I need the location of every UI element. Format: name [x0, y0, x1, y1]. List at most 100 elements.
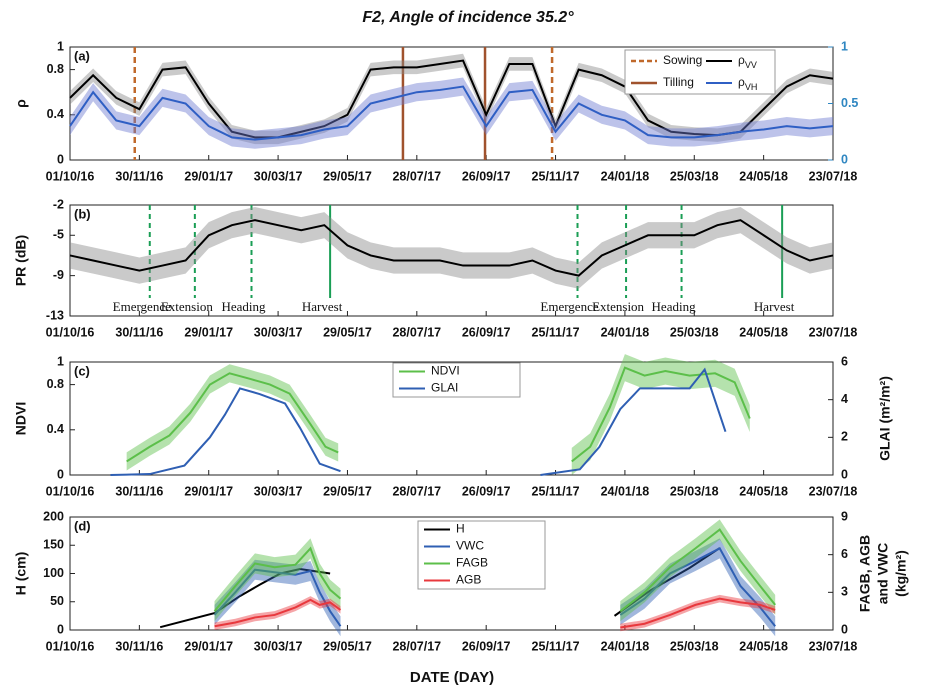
x-tick-label: 24/01/18: [601, 484, 650, 498]
y-tick-label: -2: [53, 197, 64, 211]
error-band: [214, 538, 341, 622]
phase-label: Emergence: [113, 299, 171, 314]
x-tick-label: 23/07/18: [809, 639, 858, 653]
y2-tick-label: 2: [841, 430, 848, 444]
x-tick-label: 30/03/17: [254, 639, 303, 653]
y-tick-label: 1: [57, 39, 64, 53]
legend-label: H: [456, 522, 465, 536]
x-tick-label: 01/10/16: [46, 484, 95, 498]
legend-box: [624, 49, 776, 95]
y2-axis-label: GLAI (m²/m²): [877, 376, 893, 461]
x-tick-label: 30/11/16: [115, 484, 163, 498]
y-tick-label: 200: [43, 509, 64, 523]
x-tick-label: 30/03/17: [254, 325, 303, 339]
series-line: [69, 219, 834, 277]
error-band: [620, 594, 776, 632]
y-tick-label: 0.4: [47, 422, 64, 436]
error-band: [620, 519, 776, 622]
y2-axis-label: FAGB, AGB: [857, 535, 873, 612]
y2-tick-label: 6: [841, 354, 848, 368]
x-tick-label: 29/01/17: [184, 325, 233, 339]
x-tick-label: 29/05/17: [323, 484, 372, 498]
x-tick-label: 28/07/17: [392, 325, 441, 339]
x-tick-label: 30/11/16: [115, 169, 163, 183]
x-tick-label: 29/05/17: [323, 169, 372, 183]
phase-label: Emergence: [540, 299, 598, 314]
y2-tick-label: 9: [841, 509, 848, 523]
y-tick-label: 100: [43, 566, 64, 580]
x-tick-label: 30/03/17: [254, 484, 303, 498]
legend-box: [417, 520, 546, 590]
y-tick-label: -13: [46, 308, 64, 322]
legend-box: [392, 362, 521, 398]
x-tick-label: 01/10/16: [46, 325, 95, 339]
series-line: [69, 85, 834, 141]
y-tick-label: 0: [57, 152, 64, 166]
x-tick-label: 25/11/17: [532, 169, 580, 183]
error-band: [571, 354, 750, 475]
y-tick-label: 0.8: [47, 377, 64, 391]
y-axis-label: ρ: [13, 99, 29, 108]
legend-label: FAGB: [456, 556, 488, 570]
x-tick-label: 25/03/18: [670, 639, 719, 653]
phase-label: Extension: [161, 299, 213, 314]
x-tick-label: 29/05/17: [323, 639, 372, 653]
x-tick-label: 24/01/18: [601, 639, 650, 653]
legend-label: ρVH: [738, 75, 757, 92]
x-tick-label: 23/07/18: [809, 325, 858, 339]
series-line: [126, 366, 751, 463]
y-tick-label: 0: [57, 467, 64, 481]
y-axis-label: H (cm): [13, 552, 29, 596]
legend-label: GLAI: [431, 381, 458, 395]
x-tick-label: 25/11/17: [532, 325, 580, 339]
error-band: [70, 207, 833, 289]
y2-tick-label: 0: [841, 152, 848, 166]
x-tick-label: 26/09/17: [462, 325, 511, 339]
y-tick-label: -9: [53, 268, 64, 282]
y-tick-label: 50: [50, 594, 64, 608]
x-tick-label: 30/03/17: [254, 169, 303, 183]
x-tick-label: 01/10/16: [46, 169, 95, 183]
x-tick-label: 25/11/17: [532, 484, 580, 498]
x-tick-label: 24/01/18: [601, 325, 650, 339]
x-tick-label: 29/01/17: [184, 169, 233, 183]
x-tick-label: 25/03/18: [670, 325, 719, 339]
plot-frame: [69, 204, 834, 317]
x-tick-label: 28/07/17: [392, 484, 441, 498]
panel-label: (b): [74, 206, 91, 221]
x-tick-label: 26/09/17: [462, 169, 511, 183]
y-tick-label: 0: [57, 622, 64, 636]
error-band: [620, 538, 776, 637]
y2-tick-label: 3: [841, 585, 848, 599]
figure-title: F2, Angle of incidence 35.2°: [362, 9, 574, 26]
legend-label: VWC: [456, 539, 484, 553]
series-line: [213, 528, 776, 612]
y-tick-label: 150: [43, 538, 64, 552]
y2-tick-label: 1: [841, 39, 848, 53]
y2-tick-label: 6: [841, 547, 848, 561]
x-tick-label: 24/05/18: [739, 325, 788, 339]
x-tick-label: 25/11/17: [532, 639, 580, 653]
y-axis-label: NDVI: [13, 402, 29, 435]
plot-frame: [69, 361, 834, 476]
x-tick-label: 24/05/18: [739, 169, 788, 183]
y2-axis-label: (kg/m²): [893, 550, 909, 597]
series-line: [159, 547, 721, 629]
y-tick-label: 0.8: [47, 62, 64, 76]
x-tick-label: 28/07/17: [392, 169, 441, 183]
x-tick-label: 24/01/18: [601, 169, 650, 183]
x-tick-label: 28/07/17: [392, 639, 441, 653]
x-tick-label: 29/01/17: [184, 639, 233, 653]
x-tick-label: 23/07/18: [809, 169, 858, 183]
legend-label: AGB: [456, 573, 481, 587]
y2-axis-label: and VWC: [875, 543, 891, 604]
y2-tick-label: 4: [841, 392, 848, 406]
y2-tick-label: 0: [841, 622, 848, 636]
y2-tick-label: 0.5: [841, 96, 858, 110]
y-tick-label: 0.4: [47, 107, 64, 121]
legend-label: ρVV: [738, 53, 757, 70]
x-tick-label: 23/07/18: [809, 484, 858, 498]
x-axis-label: DATE (DAY): [410, 669, 494, 686]
x-tick-label: 29/01/17: [184, 484, 233, 498]
